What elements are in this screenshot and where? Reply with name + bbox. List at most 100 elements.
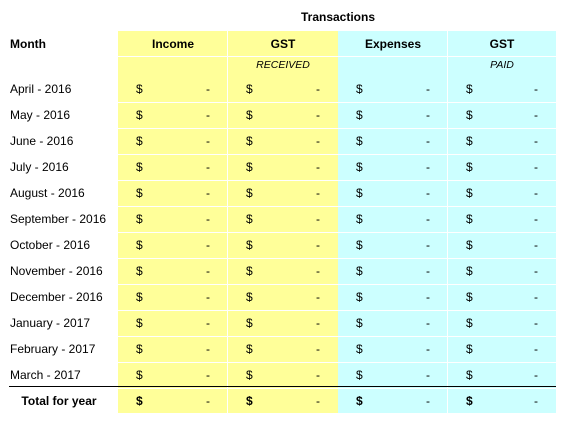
gst-received-cell[interactable]: $ - [228,154,338,180]
table-row: December - 2016 $ - $ - $ - $ - [0,284,556,310]
gst-paid-cell[interactable]: $ - [448,232,556,258]
table-row: April - 2016 $ - $ - $ - $ - [0,76,556,102]
grid-line [118,154,556,155]
table-row: June - 2016 $ - $ - $ - $ - [0,128,556,154]
gst-received-cell[interactable]: $ - [228,206,338,232]
gst-received-cell[interactable]: $ - [228,180,338,206]
income-cell[interactable]: $ - [118,180,228,206]
currency-symbol: $ [466,316,473,330]
income-cell[interactable]: $ - [118,310,228,336]
gst-paid-cell[interactable]: $ - [448,362,556,388]
header-gst-paid: GST [489,37,515,51]
gst-paid-cell[interactable]: $ - [448,76,556,102]
month-label: December - 2016 [10,290,103,304]
grid-line [118,102,556,103]
expenses-cell[interactable]: $ - [338,258,448,284]
income-cell[interactable]: $ - [118,362,228,388]
header-income: Income [151,37,194,51]
gst-paid-cell[interactable]: $ - [448,336,556,362]
expenses-cell[interactable]: $ - [338,232,448,258]
currency-symbol: $ [136,316,143,330]
currency-symbol: $ [466,82,473,96]
total-expenses-cell[interactable]: $ - [338,388,448,414]
gst-paid-cell[interactable]: $ - [448,102,556,128]
month-label: January - 2017 [10,316,91,330]
month-label: February - 2017 [10,342,96,356]
gst-paid-cell[interactable]: $ - [448,258,556,284]
cell-value: - [206,186,210,200]
expenses-cell[interactable]: $ - [338,206,448,232]
currency-symbol: $ [136,238,143,252]
header-month: Month [10,37,46,51]
income-cell[interactable]: $ - [118,76,228,102]
total-label: Total for year [21,394,97,408]
cell-value: - [206,368,210,382]
currency-symbol: $ [246,108,253,122]
currency-symbol: $ [466,394,473,408]
gst-paid-cell[interactable]: $ - [448,284,556,310]
income-cell[interactable]: $ - [118,102,228,128]
expenses-cell[interactable]: $ - [338,310,448,336]
currency-symbol: $ [356,134,363,148]
month-label: March - 2017 [10,368,81,382]
income-cell[interactable]: $ - [118,336,228,362]
income-cell[interactable]: $ - [118,206,228,232]
income-cell[interactable]: $ - [118,232,228,258]
gst-paid-cell[interactable]: $ - [448,154,556,180]
total-income-cell[interactable]: $ - [118,388,228,414]
grid-line [118,206,556,207]
cell-value: - [534,108,538,122]
currency-symbol: $ [246,342,253,356]
gst-received-cell[interactable]: $ - [228,336,338,362]
gst-received-cell[interactable]: $ - [228,284,338,310]
gst-paid-cell[interactable]: $ - [448,310,556,336]
currency-symbol: $ [356,342,363,356]
currency-symbol: $ [466,342,473,356]
currency-symbol: $ [466,108,473,122]
gst-received-cell[interactable]: $ - [228,310,338,336]
total-gst-paid-cell[interactable]: $ - [448,388,556,414]
grid-line [118,180,556,181]
currency-symbol: $ [246,186,253,200]
expenses-cell[interactable]: $ - [338,180,448,206]
gst-paid-cell[interactable]: $ - [448,180,556,206]
grid-line [118,56,556,57]
expenses-cell[interactable]: $ - [338,154,448,180]
gst-received-cell[interactable]: $ - [228,362,338,388]
income-cell[interactable]: $ - [118,128,228,154]
cell-value: - [426,134,430,148]
currency-symbol: $ [356,238,363,252]
total-table: Total for year $ - $ - $ - $ - [0,388,556,414]
cell-value: - [426,394,430,408]
expenses-cell[interactable]: $ - [338,76,448,102]
expenses-cell[interactable]: $ - [338,284,448,310]
expenses-cell[interactable]: $ - [338,102,448,128]
grid-line [227,31,228,413]
currency-symbol: $ [136,134,143,148]
income-cell[interactable]: $ - [118,154,228,180]
gst-paid-cell[interactable]: $ - [448,128,556,154]
currency-symbol: $ [356,160,363,174]
gst-received-cell[interactable]: $ - [228,128,338,154]
expenses-cell[interactable]: $ - [338,128,448,154]
cell-value: - [316,290,320,304]
grid-line [118,310,556,311]
gst-paid-cell[interactable]: $ - [448,206,556,232]
cell-value: - [426,264,430,278]
income-cell[interactable]: $ - [118,258,228,284]
month-label: August - 2016 [10,186,85,200]
currency-symbol: $ [246,160,253,174]
cell-value: - [534,316,538,330]
currency-symbol: $ [466,238,473,252]
gst-received-cell[interactable]: $ - [228,232,338,258]
gst-received-cell[interactable]: $ - [228,102,338,128]
expenses-cell[interactable]: $ - [338,336,448,362]
currency-symbol: $ [136,394,143,408]
cell-value: - [534,290,538,304]
gst-received-cell[interactable]: $ - [228,258,338,284]
income-cell[interactable]: $ - [118,284,228,310]
expenses-cell[interactable]: $ - [338,362,448,388]
total-gst-received-cell[interactable]: $ - [228,388,338,414]
gst-received-cell[interactable]: $ - [228,76,338,102]
cell-value: - [316,160,320,174]
